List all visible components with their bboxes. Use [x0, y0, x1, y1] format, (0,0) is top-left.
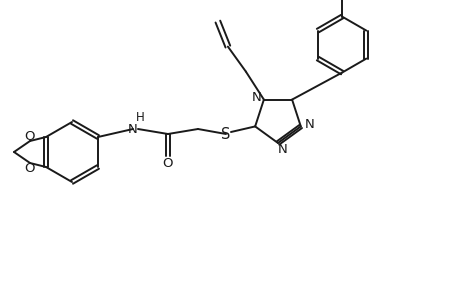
- Text: H: H: [136, 111, 145, 124]
- Text: O: O: [24, 130, 34, 142]
- Text: N: N: [304, 118, 314, 131]
- Text: O: O: [162, 157, 173, 169]
- Text: N: N: [128, 122, 138, 136]
- Text: S: S: [221, 127, 230, 142]
- Text: N: N: [252, 91, 261, 104]
- Text: N: N: [278, 142, 287, 155]
- Text: O: O: [24, 161, 34, 175]
